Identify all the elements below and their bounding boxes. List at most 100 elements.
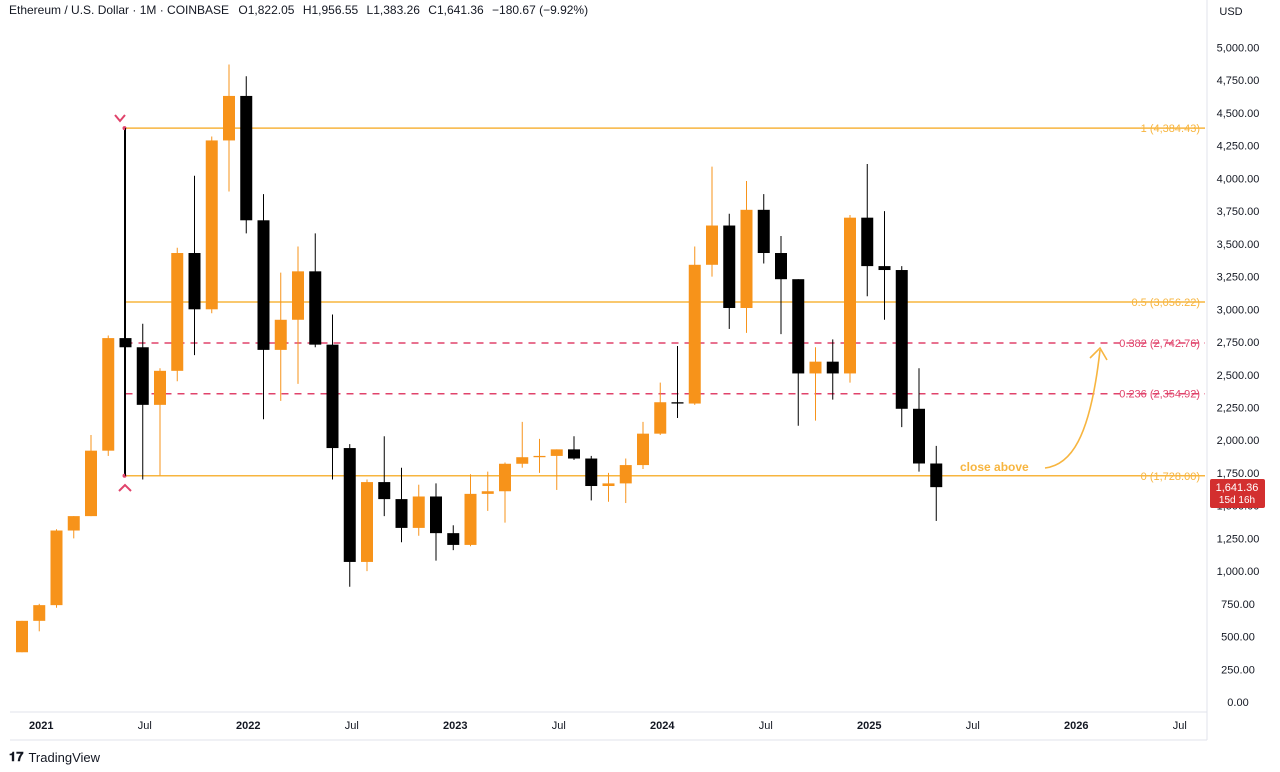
candle-body[interactable] bbox=[240, 95, 253, 221]
ohlc-high-label: H bbox=[302, 3, 312, 17]
price-tick-label: 3,000.00 bbox=[1217, 304, 1260, 316]
candle-body[interactable] bbox=[706, 225, 718, 265]
price-tick-label: 5,000.00 bbox=[1217, 43, 1260, 55]
brand-name: TradingView bbox=[28, 749, 101, 765]
candle-body[interactable] bbox=[913, 408, 925, 464]
candle-body[interactable] bbox=[378, 482, 391, 500]
time-tick-label: 2026 bbox=[1064, 720, 1088, 732]
candle-body[interactable] bbox=[85, 450, 97, 517]
last-price-badge: 1,641.36 15d 16h bbox=[1210, 479, 1265, 508]
fib-levels-layer: 1 (4,384.43) 0.5 (3,056.22) 0.382 (2,742.7… bbox=[122, 123, 1205, 483]
close-above-annotation: close above bbox=[960, 460, 1029, 474]
candle-body[interactable] bbox=[602, 483, 615, 487]
candle-body[interactable] bbox=[792, 279, 805, 374]
annotation-layer: close above bbox=[114, 114, 1108, 492]
candle-body[interactable] bbox=[33, 605, 46, 621]
ohlc-low-value: 1,383.26 bbox=[373, 3, 420, 17]
fib-level-label: 0 (1,728.00) bbox=[1141, 471, 1200, 483]
candle-body[interactable] bbox=[671, 402, 684, 404]
candle-body[interactable] bbox=[688, 264, 701, 404]
price-tick-label: 3,500.00 bbox=[1217, 239, 1260, 251]
candle-body[interactable] bbox=[516, 457, 529, 464]
time-tick-label: 2022 bbox=[236, 720, 260, 732]
price-tick-label: 4,750.00 bbox=[1217, 75, 1260, 87]
candle-body[interactable] bbox=[499, 463, 511, 492]
tradingview-logo-icon: 𝟏𝟕 bbox=[9, 749, 24, 764]
candle-body[interactable] bbox=[257, 220, 270, 350]
candle-body[interactable] bbox=[861, 217, 874, 267]
candle-body[interactable] bbox=[430, 496, 442, 534]
fib-level-label: 0.5 (3,056.22) bbox=[1132, 297, 1201, 309]
candle-body[interactable] bbox=[654, 402, 667, 434]
candle-body[interactable] bbox=[775, 253, 787, 280]
price-tick-label: 500.00 bbox=[1221, 632, 1255, 644]
candle-body[interactable] bbox=[481, 491, 494, 494]
candle-body[interactable] bbox=[809, 361, 822, 374]
candle-body[interactable] bbox=[757, 209, 770, 254]
candle-body[interactable] bbox=[326, 344, 339, 449]
candle-body[interactable] bbox=[585, 458, 598, 487]
price-tick-label: 2,000.00 bbox=[1217, 435, 1260, 447]
candle-body[interactable] bbox=[188, 253, 201, 310]
candle-body[interactable] bbox=[930, 463, 943, 488]
candle-body[interactable] bbox=[50, 530, 63, 606]
last-price-badge-bg bbox=[1210, 479, 1265, 508]
time-tick-label: 2021 bbox=[29, 720, 53, 732]
annotation-arrow-curve bbox=[1044, 349, 1101, 469]
price-tick-label: 2,750.00 bbox=[1217, 337, 1260, 349]
ohlc-close-label: C bbox=[428, 3, 437, 17]
arrow-up-icon bbox=[1089, 346, 1108, 361]
candle-body[interactable] bbox=[619, 465, 632, 484]
candle-body[interactable] bbox=[826, 361, 839, 374]
bar-countdown: 15d 16h bbox=[1219, 495, 1255, 506]
candle-body[interactable] bbox=[102, 338, 115, 451]
candle-body[interactable] bbox=[343, 448, 356, 562]
ohlc-change-value: −180.67 (−9.92%) bbox=[492, 3, 589, 17]
ohlc-open-value: 1,822.05 bbox=[247, 3, 295, 17]
time-tick-label: 2023 bbox=[443, 720, 467, 732]
candle-body[interactable] bbox=[16, 620, 28, 653]
candle-body[interactable] bbox=[878, 266, 891, 271]
price-tick-label: 3,250.00 bbox=[1217, 272, 1260, 284]
price-axis[interactable]: 0.00 250.00 500.00 750.00 1,000.00 1,250.00 1,… bbox=[1217, 43, 1260, 710]
candle-body[interactable] bbox=[895, 270, 908, 409]
candle-body[interactable] bbox=[205, 140, 218, 310]
symbol-name[interactable]: Ethereum / U.S. Dollar · 1M · COINBASE bbox=[9, 3, 230, 17]
swing-high-marker-icon bbox=[114, 114, 126, 123]
time-axis[interactable]: 2021 Jul 2022 Jul 2023 Jul 2024 Jul 2025 Jul 2026 J… bbox=[29, 720, 1187, 732]
candle-body[interactable] bbox=[292, 271, 304, 320]
candle-body[interactable] bbox=[550, 449, 563, 456]
candle-body[interactable] bbox=[395, 499, 408, 528]
time-tick-label: Jul bbox=[552, 720, 566, 732]
candle-body[interactable] bbox=[464, 493, 477, 545]
candle-body[interactable] bbox=[136, 347, 149, 405]
candle-body[interactable] bbox=[740, 209, 753, 308]
ohlc-close-value: 1,641.36 bbox=[436, 3, 484, 17]
candle-body[interactable] bbox=[361, 482, 373, 562]
candle-body[interactable] bbox=[447, 533, 460, 545]
candle-body[interactable] bbox=[723, 225, 736, 308]
candle-body[interactable] bbox=[171, 253, 184, 371]
price-tick-label: 2,500.00 bbox=[1217, 370, 1260, 382]
candle-body[interactable] bbox=[309, 271, 322, 345]
candle-body[interactable] bbox=[154, 370, 166, 405]
candle-body[interactable] bbox=[274, 319, 287, 350]
ohlc-high-value: 1,956.55 bbox=[311, 3, 359, 17]
last-price-value: 1,641.36 bbox=[1216, 482, 1259, 494]
plot-area[interactable] bbox=[10, 18, 1206, 733]
candle-body[interactable] bbox=[119, 338, 132, 348]
candle-body[interactable] bbox=[533, 455, 546, 458]
candle-body[interactable] bbox=[844, 217, 856, 374]
time-tick-label: Jul bbox=[138, 720, 152, 732]
candle-body[interactable] bbox=[412, 496, 425, 528]
price-tick-label: 750.00 bbox=[1221, 599, 1255, 611]
ohlc-low-label: L bbox=[366, 3, 374, 17]
candle-body[interactable] bbox=[568, 449, 580, 459]
candle-body[interactable] bbox=[223, 95, 235, 141]
tradingview-brand[interactable]: 𝟏𝟕 TradingView bbox=[9, 749, 100, 765]
candle-body[interactable] bbox=[637, 433, 649, 466]
price-tick-label: 1,750.00 bbox=[1217, 468, 1260, 480]
time-tick-label: Jul bbox=[759, 720, 773, 732]
candle-body[interactable] bbox=[67, 516, 80, 531]
